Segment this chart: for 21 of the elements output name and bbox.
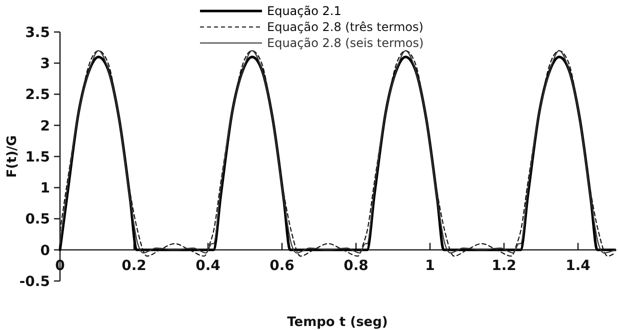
x-tick-label: 0.6 [270, 258, 294, 274]
y-tick-label: 2.5 [25, 87, 50, 104]
x-axis-title: Tempo t (seg) [287, 315, 388, 330]
y-tick-label: 0 [40, 242, 50, 259]
y-axis-title: F(t)/G [5, 135, 20, 178]
y-tick-label: 0.5 [25, 212, 50, 228]
y-tick-label: 3.5 [25, 24, 50, 41]
y-tick-label: -0.5 [19, 274, 50, 290]
y-tick-label: 3 [40, 56, 50, 72]
x-tick-label: 0.4 [196, 258, 221, 274]
x-tick-label: 1 [425, 258, 435, 274]
x-tick-label: 1.2 [492, 258, 516, 274]
series-label: Equação 2.8 (seis termos) [267, 36, 424, 50]
y-tick-label: 1.5 [25, 149, 50, 166]
x-tick-label: 0.8 [344, 258, 368, 274]
x-tick-label: 0.2 [122, 258, 146, 274]
y-tick-label: 1 [40, 180, 50, 197]
x-tick-label: 1.4 [566, 258, 591, 274]
series-label: Equação 2.8 (três termos) [267, 20, 424, 34]
y-tick-label: 2 [40, 118, 50, 134]
text: Equação 2.1 [267, 4, 342, 18]
